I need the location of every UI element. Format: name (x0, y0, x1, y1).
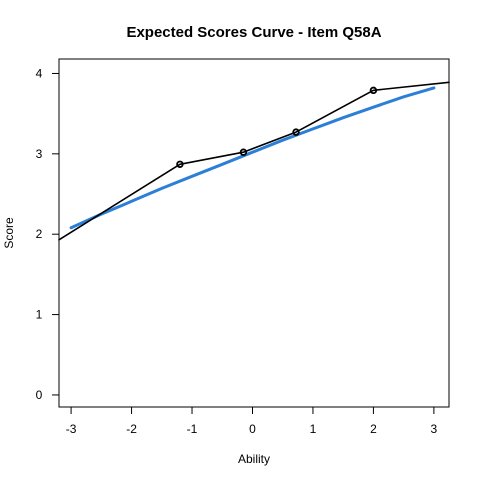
x-tick-label: 0 (249, 422, 256, 436)
y-axis-label: Score (2, 217, 16, 249)
x-axis-label: Ability (238, 452, 270, 466)
y-tick-label: 4 (36, 66, 43, 80)
y-tick-label: 0 (36, 388, 43, 402)
y-tick-label: 3 (36, 147, 43, 161)
x-tick-label: -3 (66, 422, 77, 436)
observed-line (59, 82, 449, 240)
x-tick-label: -1 (187, 422, 198, 436)
chart-title: Expected Scores Curve - Item Q58A (126, 24, 381, 41)
x-axis: -3 -2 -1 0 1 2 3 (66, 407, 438, 436)
series-layer (59, 82, 449, 240)
y-tick-label: 1 (36, 308, 43, 322)
model-curve (71, 88, 434, 228)
x-tick-label: 2 (370, 422, 377, 436)
x-tick-label: -2 (126, 422, 137, 436)
plot-frame (59, 59, 449, 407)
x-tick-label: 1 (310, 422, 317, 436)
y-tick-label: 2 (36, 227, 43, 241)
y-axis: 0 1 2 3 4 (36, 66, 59, 401)
x-tick-label: 3 (431, 422, 438, 436)
